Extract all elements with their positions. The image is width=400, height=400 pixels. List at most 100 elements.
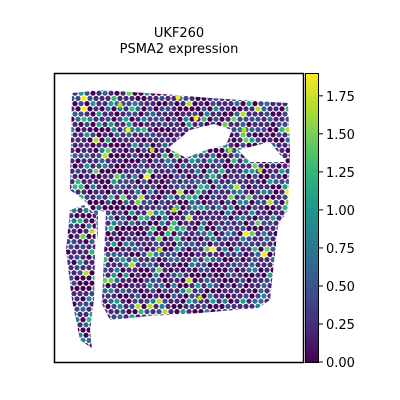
- spot: [276, 205, 282, 211]
- spot: [83, 239, 89, 245]
- spot: [66, 259, 71, 265]
- spot: [240, 277, 246, 283]
- spot: [171, 106, 177, 112]
- spot: [83, 218, 89, 224]
- spot: [150, 90, 156, 96]
- colorbar: [305, 73, 319, 363]
- spot: [219, 251, 225, 257]
- spot: [186, 111, 192, 117]
- spot: [276, 90, 282, 96]
- spot: [285, 231, 290, 237]
- spot: [141, 314, 147, 320]
- spot: [74, 213, 80, 219]
- spot: [126, 277, 132, 283]
- spot: [204, 319, 210, 320]
- spot: [153, 314, 159, 320]
- spot: [59, 229, 64, 234]
- spot: [246, 277, 252, 283]
- spot: [135, 116, 141, 122]
- spot: [105, 314, 111, 320]
- spot: [264, 288, 270, 294]
- spot: [165, 272, 171, 278]
- spot: [114, 246, 120, 252]
- spot: [168, 194, 174, 200]
- spot: [174, 215, 180, 221]
- spot: [225, 179, 231, 185]
- spot: [228, 236, 234, 242]
- spot: [171, 220, 177, 226]
- spot: [186, 205, 192, 211]
- spot: [267, 262, 273, 268]
- spot: [120, 277, 126, 283]
- spot: [159, 90, 165, 91]
- spot: [273, 95, 279, 101]
- spot: [177, 272, 183, 278]
- spot: [225, 293, 231, 299]
- spot: [105, 179, 111, 185]
- spot: [99, 95, 105, 101]
- spot: [144, 205, 150, 211]
- spot: [189, 90, 195, 91]
- spot: [180, 184, 186, 190]
- spot: [240, 194, 246, 200]
- spot: [276, 246, 282, 252]
- spot: [111, 168, 117, 174]
- spot: [279, 95, 285, 101]
- spot: [108, 257, 114, 263]
- spot: [183, 231, 189, 237]
- spot: [258, 298, 264, 304]
- spot: [70, 153, 72, 159]
- spot: [162, 132, 168, 138]
- spot: [70, 116, 75, 122]
- tissue-gaps: [96, 124, 286, 312]
- spot: [228, 267, 234, 273]
- spot: [150, 309, 156, 315]
- spot: [114, 267, 120, 273]
- spot: [252, 246, 258, 252]
- spot: [93, 90, 99, 91]
- spot: [89, 270, 95, 276]
- spot: [129, 106, 135, 112]
- spot: [114, 288, 120, 294]
- spot: [249, 262, 255, 268]
- spot: [192, 236, 198, 242]
- spot: [192, 309, 198, 315]
- spot: [192, 319, 198, 320]
- spot: [219, 241, 225, 247]
- spot: [102, 205, 108, 211]
- spot: [258, 132, 264, 138]
- spot: [162, 257, 168, 263]
- spot: [186, 319, 192, 320]
- spot: [177, 210, 183, 216]
- spot: [255, 106, 261, 112]
- spot: [159, 283, 165, 289]
- spot: [83, 249, 89, 255]
- spot: [117, 147, 123, 153]
- spot: [204, 225, 210, 231]
- spot: [177, 293, 183, 299]
- spot: [270, 257, 276, 263]
- spot: [162, 184, 168, 190]
- spot: [237, 231, 243, 237]
- spot: [228, 173, 234, 179]
- spot: [105, 262, 111, 268]
- spot: [273, 241, 279, 247]
- spot: [147, 283, 153, 289]
- spot: [246, 90, 252, 96]
- spot: [273, 199, 279, 205]
- spot: [234, 257, 240, 263]
- spot: [105, 199, 111, 205]
- spot: [80, 265, 86, 271]
- spot: [186, 194, 192, 200]
- spot: [192, 184, 198, 190]
- spot: [132, 111, 138, 117]
- spot: [99, 168, 105, 174]
- spot: [240, 236, 246, 242]
- spot: [156, 153, 162, 159]
- spot: [114, 111, 120, 117]
- spot: [240, 225, 246, 231]
- spot: [95, 322, 96, 328]
- spot: [78, 142, 84, 148]
- spot: [99, 199, 105, 205]
- spot: [150, 257, 156, 263]
